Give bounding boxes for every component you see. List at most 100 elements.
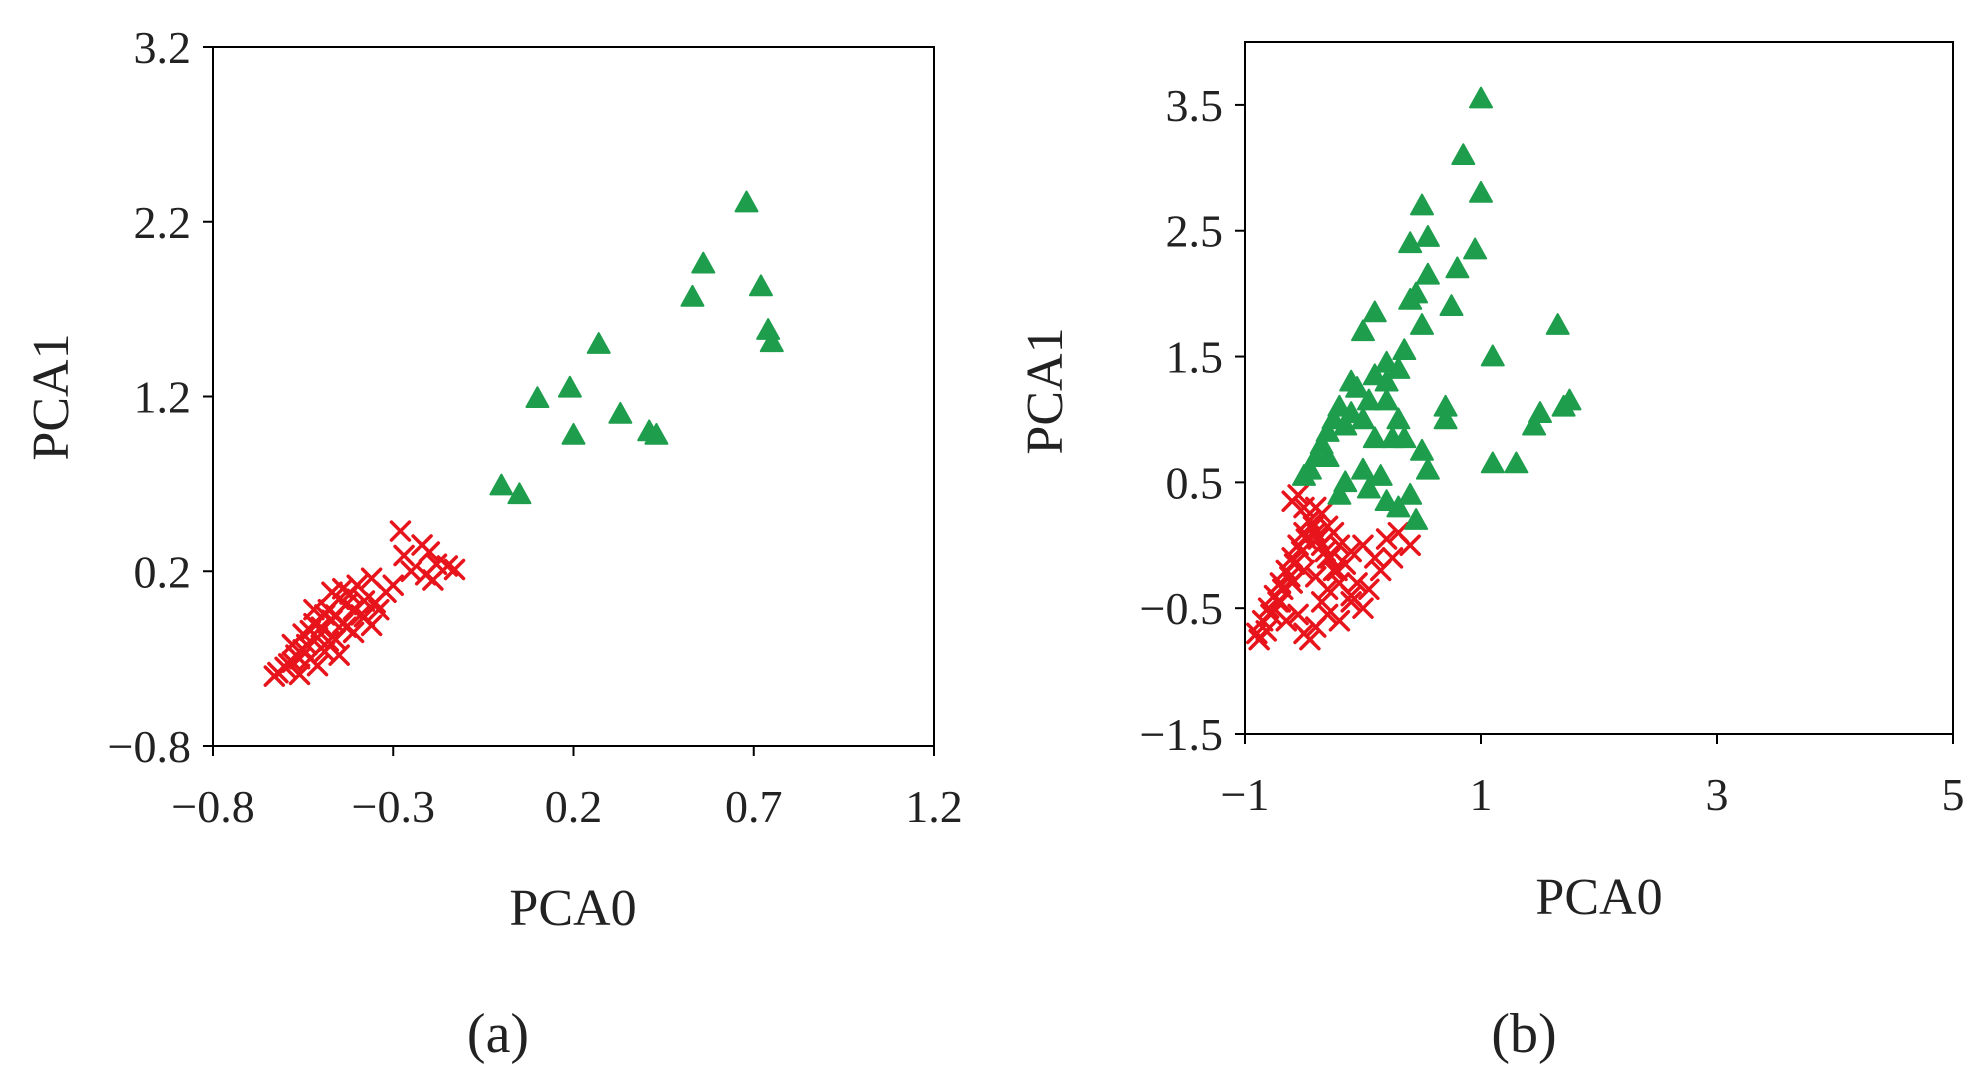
data-point-cross — [1310, 503, 1333, 525]
data-point-triangle — [1528, 401, 1552, 423]
data-point-triangle — [1469, 180, 1493, 203]
data-point-triangle — [1386, 407, 1411, 430]
data-point-triangle — [1362, 300, 1387, 323]
x-tick-label: 1.2 — [905, 781, 963, 832]
y-tick-labels: −1.5 −0.5 0.5 1.5 2.5 3.5 — [1140, 80, 1223, 760]
data-point-triangle — [1451, 143, 1476, 166]
x-axis-label: PCA0 — [1535, 869, 1662, 926]
data-markers — [1246, 86, 1582, 651]
data-point-cross — [1346, 572, 1368, 594]
x-axis-label: PCA0 — [509, 880, 636, 937]
data-point-cross — [1279, 565, 1301, 588]
data-point-cross — [1283, 553, 1306, 575]
y-tick-label: 1.5 — [1166, 332, 1224, 383]
data-point-cross — [1316, 547, 1339, 569]
data-point-cross — [1287, 484, 1309, 506]
data-point-triangle — [586, 332, 611, 354]
data-point-cross — [393, 544, 415, 567]
data-point-triangle — [1415, 262, 1440, 285]
y-tick-label: 2.2 — [134, 197, 192, 248]
y-tick-label: 0.2 — [134, 546, 192, 597]
y-tick-label: −0.8 — [108, 721, 191, 772]
panel-label: (b) — [1491, 1003, 1556, 1065]
y-tick-label: 3.5 — [1166, 80, 1224, 131]
data-point-cross — [277, 653, 300, 675]
data-point-triangle — [1410, 438, 1434, 461]
data-point-triangle — [1292, 464, 1316, 486]
data-point-cross — [1287, 603, 1309, 626]
data-point-triangle — [1410, 193, 1434, 216]
data-point-cross — [1316, 603, 1339, 626]
x-tick-label: 0.2 — [545, 781, 603, 832]
data-point-triangle — [1374, 388, 1399, 411]
data-point-cross — [321, 581, 343, 603]
data-point-cross — [328, 644, 350, 666]
x-tick-label: 3 — [1706, 769, 1729, 820]
data-point-triangle — [1374, 489, 1399, 512]
y-tick-label: 2.5 — [1166, 206, 1224, 257]
x-tick-label: −0.3 — [352, 781, 435, 832]
y-tick-labels: −0.8 0.2 1.2 2.2 3.2 — [108, 22, 191, 772]
data-point-triangle — [1368, 464, 1393, 486]
data-point-cross — [342, 621, 365, 644]
data-point-triangle — [691, 251, 716, 274]
data-point-cross — [400, 560, 423, 582]
data-point-cross — [1305, 521, 1327, 544]
data-point-cross — [418, 541, 441, 563]
data-point-triangle — [1351, 319, 1375, 342]
tick-marks — [1235, 103, 1954, 744]
y-axis-label: PCA1 — [23, 333, 80, 460]
data-point-cross — [1310, 591, 1333, 613]
data-point-triangle — [561, 422, 586, 445]
data-point-triangle — [1415, 225, 1440, 247]
x-tick-label: 1 — [1470, 769, 1493, 820]
data-point-cross — [1340, 540, 1362, 563]
data-point-cross — [1260, 603, 1282, 626]
data-point-triangle — [1557, 388, 1582, 411]
data-point-cross — [1328, 610, 1351, 632]
data-point-triangle — [1439, 294, 1464, 317]
data-point-cross — [368, 598, 390, 621]
x-tick-label: 0.7 — [725, 781, 783, 832]
data-point-triangle — [1480, 344, 1505, 367]
data-point-triangle — [644, 422, 669, 445]
data-point-cross — [1340, 591, 1362, 613]
data-point-cross — [1364, 547, 1386, 569]
data-point-cross — [1269, 591, 1292, 613]
data-point-cross — [360, 567, 383, 589]
data-point-triangle — [1469, 86, 1493, 109]
data-point-triangle — [734, 190, 759, 213]
data-point-triangle — [1362, 363, 1387, 386]
data-point-cross — [303, 598, 325, 621]
x-tick-labels: −0.8 −0.3 0.2 0.7 1.2 — [171, 781, 962, 832]
data-point-triangle — [680, 284, 705, 307]
data-point-triangle — [507, 482, 532, 505]
data-point-cross — [1310, 534, 1333, 557]
y-tick-label: 3.2 — [134, 22, 192, 73]
data-point-triangle — [1410, 313, 1434, 335]
data-point-triangle — [1356, 476, 1381, 499]
data-point-triangle — [748, 274, 773, 297]
data-point-triangle — [759, 330, 784, 353]
data-point-triangle — [1345, 376, 1370, 398]
x-tick-label: −1 — [1221, 769, 1270, 820]
data-point-cross — [317, 630, 340, 652]
panel-a: −0.8 −0.3 0.2 0.7 1.2 −0.80.21.22.23.2 PCA0 … — [23, 22, 963, 1065]
data-point-cross — [1316, 578, 1339, 601]
data-point-triangle — [1480, 451, 1505, 474]
data-point-triangle — [1522, 413, 1547, 436]
data-point-triangle — [1356, 388, 1381, 411]
data-point-cross — [1257, 597, 1280, 619]
data-point-triangle — [1545, 313, 1570, 335]
panel-b: −1 1 3 5 −1.5 −0.5 0.5 1.5 2.5 3.5 PCA0 PCA1 (b) — [1017, 41, 1965, 1065]
data-point-triangle — [1398, 482, 1423, 505]
data-point-cross — [314, 604, 336, 626]
data-point-cross — [306, 654, 329, 677]
data-point-cross — [1255, 620, 1277, 642]
data-point-triangle — [1398, 231, 1423, 254]
y-axis-label: PCA1 — [1017, 327, 1074, 454]
data-point-triangle — [1315, 445, 1340, 467]
data-point-triangle — [1445, 256, 1470, 279]
data-point-triangle — [1433, 407, 1458, 430]
